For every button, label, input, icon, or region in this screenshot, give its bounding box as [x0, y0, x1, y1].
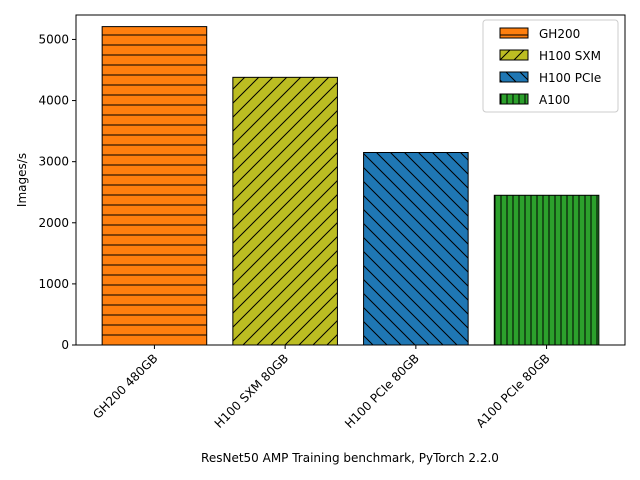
x-tick-label: GH200 480GB [90, 351, 160, 421]
x-axis-label: ResNet50 AMP Training benchmark, PyTorch… [201, 451, 499, 465]
bar-a100 [493, 194, 600, 346]
legend-label: GH200 [539, 27, 580, 41]
x-axis: GH200 480GB H100 SXM 80GB H100 PCIe 80GB A1… [90, 345, 553, 431]
x-tick-label: H100 SXM 80GB [212, 351, 292, 431]
legend-swatch-hatch [499, 71, 529, 83]
y-tick-label: 4000 [38, 94, 69, 108]
y-tick-label: 0 [61, 338, 69, 352]
y-tick-label: 5000 [38, 32, 69, 46]
bar-gh200 [101, 26, 208, 346]
bar-hatch [101, 26, 208, 346]
y-tick-label: 2000 [38, 216, 69, 230]
y-axis: 0 1000 2000 3000 4000 5000 [38, 32, 76, 352]
legend-label: H100 PCIe [539, 71, 601, 85]
bar-hatch [363, 152, 469, 346]
x-tick-label: H100 PCIe 80GB [342, 351, 422, 431]
legend: GH200 H100 SXM H100 PCIe A100 [482, 19, 619, 113]
y-tick-label: 3000 [38, 155, 69, 169]
legend-swatch-hatch [499, 93, 529, 105]
legend-item-h100-sxm: H100 SXM [499, 49, 601, 63]
legend-box [482, 19, 619, 113]
legend-item-h100-pcie: H100 PCIe [499, 71, 601, 85]
bar-h100-pcie [363, 152, 469, 346]
bar-hatch [493, 194, 600, 346]
plot-frame [75, 14, 626, 346]
legend-swatch-hatch [499, 49, 529, 61]
y-tick-label: 1000 [38, 277, 69, 291]
legend-swatch-hatch [499, 27, 529, 39]
bar-hatch [232, 76, 338, 346]
legend-item-a100: A100 [499, 93, 570, 107]
legend-label: H100 SXM [539, 49, 601, 63]
x-tick-label: A100 PCIe 80GB [473, 351, 552, 430]
bar-h100-sxm [232, 76, 338, 346]
legend-item-gh200: GH200 [499, 27, 580, 41]
y-axis-label: Images/s [15, 153, 29, 207]
bars-group [101, 26, 600, 346]
legend-label: A100 [539, 93, 570, 107]
